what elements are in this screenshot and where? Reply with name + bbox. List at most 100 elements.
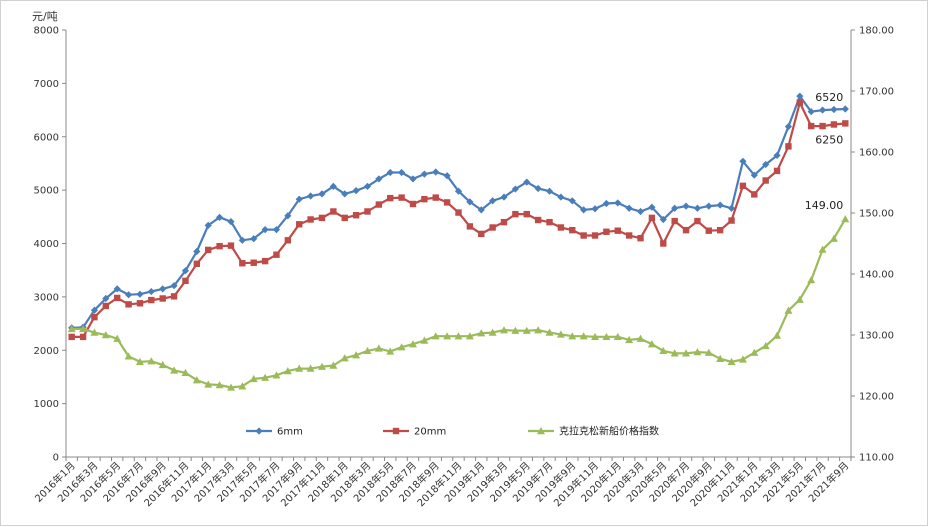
data-point — [261, 373, 270, 381]
data-point — [375, 175, 383, 183]
data-point — [409, 200, 417, 208]
data-point — [420, 170, 428, 178]
data-point — [841, 105, 849, 113]
data-point — [227, 242, 235, 249]
data-point — [352, 351, 361, 359]
data-point — [215, 381, 224, 389]
data-point — [386, 168, 394, 177]
data-point — [591, 205, 599, 213]
data-point — [727, 204, 736, 212]
data-point — [170, 282, 178, 290]
data-label: 6250 — [815, 133, 843, 146]
legend-label: 克拉克松新船价格指数 — [559, 425, 659, 438]
data-point — [466, 198, 474, 206]
data-point — [739, 157, 747, 165]
data-point — [364, 208, 371, 215]
data-point — [147, 357, 156, 365]
y-tick-label-right: 160.00 — [859, 148, 894, 159]
data-point — [659, 215, 667, 224]
data-point — [648, 203, 656, 211]
data-point — [238, 382, 247, 390]
data-point — [158, 360, 167, 369]
data-point — [727, 357, 736, 366]
legend-item: 克拉克松新船价格指数 — [528, 425, 659, 438]
data-point — [443, 332, 452, 340]
data-point — [125, 301, 132, 308]
data-point — [636, 207, 645, 216]
data-point — [762, 160, 770, 169]
legend-item: 6mm — [246, 427, 303, 438]
data-point — [580, 206, 588, 214]
data-point — [455, 209, 462, 216]
data-point — [159, 285, 167, 293]
data-point — [295, 364, 304, 372]
data-point — [773, 331, 782, 339]
data-point — [261, 226, 269, 234]
data-point — [671, 204, 679, 212]
data-point — [205, 246, 212, 254]
y-tick-label-left: 1000 — [34, 399, 59, 410]
data-point — [613, 332, 622, 341]
data-point — [421, 195, 428, 203]
data-point — [523, 178, 531, 186]
data-point — [784, 306, 793, 314]
data-point — [591, 232, 599, 239]
data-point — [454, 187, 463, 195]
y-tick-label-right: 140.00 — [859, 270, 894, 281]
data-point — [602, 199, 610, 208]
data-point — [739, 182, 747, 190]
data-point — [614, 227, 621, 234]
data-point — [750, 348, 759, 356]
data-point — [340, 354, 349, 362]
data-point — [295, 195, 303, 203]
legend-label: 6mm — [277, 427, 303, 438]
data-point — [534, 184, 542, 193]
series-1 — [68, 92, 849, 332]
data-labels: 6520 6250 149.00 — [805, 91, 844, 212]
data-point — [136, 300, 144, 307]
data-point — [751, 191, 758, 198]
y-tick-label-right: 120.00 — [859, 392, 894, 403]
data-point — [329, 182, 337, 190]
data-point — [512, 210, 519, 218]
data-point — [795, 295, 804, 303]
y-tick-label-right: 110.00 — [859, 453, 894, 464]
data-point — [306, 364, 315, 372]
data-point — [489, 197, 497, 205]
data-point — [807, 108, 815, 116]
data-point — [454, 332, 463, 340]
data-point — [67, 324, 76, 333]
data-point — [614, 199, 622, 207]
data-point — [557, 224, 565, 231]
data-point — [181, 368, 190, 377]
data-point — [818, 106, 827, 114]
data-point — [830, 105, 838, 114]
data-point — [79, 324, 88, 333]
data-point — [489, 224, 496, 231]
data-point — [477, 329, 486, 337]
data-point — [432, 168, 440, 176]
data-point — [261, 257, 269, 265]
data-point — [170, 366, 179, 374]
data-point — [341, 190, 349, 198]
data-point — [716, 201, 724, 209]
data-point — [556, 330, 565, 338]
y-tick-label-right: 130.00 — [859, 331, 894, 342]
data-point — [625, 335, 634, 344]
data-point — [546, 218, 553, 226]
data-point — [216, 242, 223, 250]
data-point — [647, 340, 656, 348]
data-point — [784, 123, 793, 131]
data-point — [648, 214, 656, 222]
data-point — [124, 291, 133, 299]
data-point — [738, 355, 747, 363]
data-point — [318, 190, 326, 198]
series-2 — [68, 99, 849, 341]
data-point — [102, 302, 110, 310]
data-point — [193, 260, 201, 267]
data-point — [500, 326, 509, 334]
data-point — [557, 193, 565, 201]
data-point — [398, 168, 406, 177]
data-point — [250, 235, 258, 243]
